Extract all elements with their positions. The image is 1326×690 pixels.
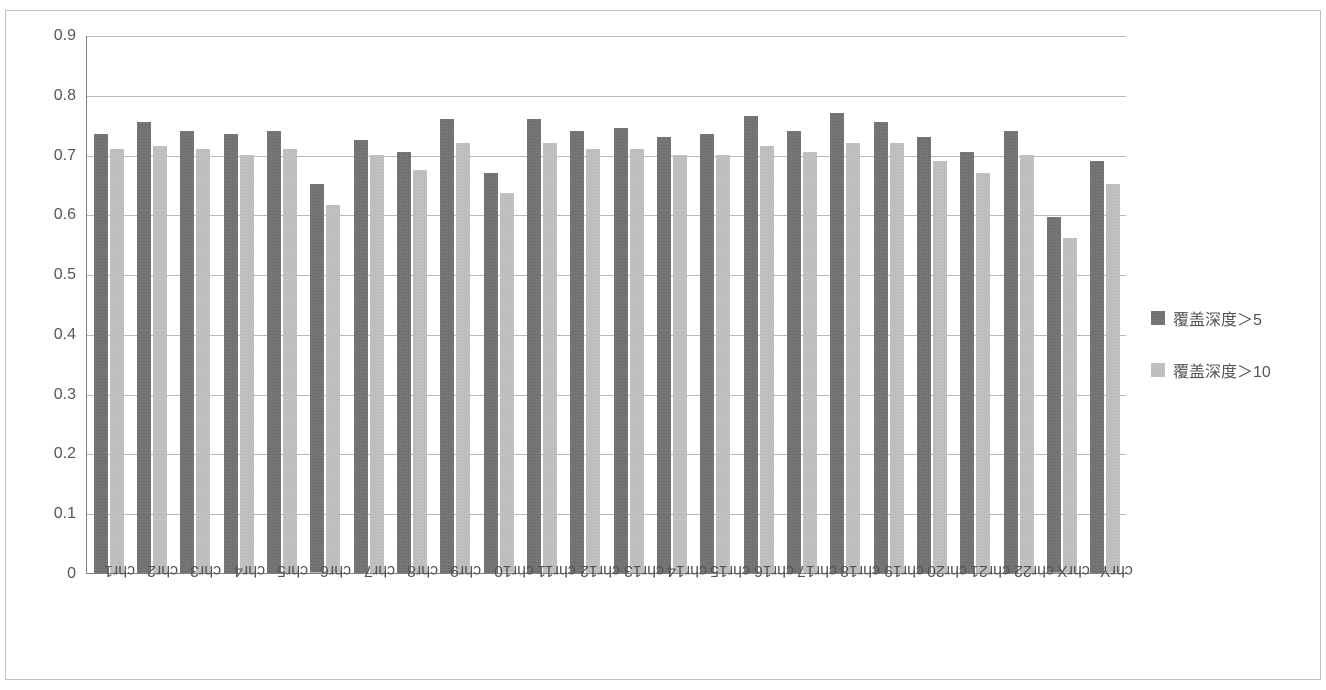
bar [500,193,514,573]
bar [1063,238,1077,573]
chart-container: 00.10.20.30.40.50.60.70.80.9 chr1chr2chr… [16,21,1136,661]
bar [413,170,427,574]
bar [456,143,470,573]
y-tick-label: 0.7 [16,147,76,165]
legend-label: 覆盖深度＞10 [1173,358,1271,382]
plot-area [86,36,1126,574]
y-tick-label: 0.4 [16,326,76,344]
bar [803,152,817,573]
bar [760,146,774,573]
bar [153,146,167,573]
bar [440,119,454,573]
bar [846,143,860,573]
bar [976,173,990,574]
bars-layer [87,36,1126,573]
bar [673,155,687,573]
bar [326,205,340,573]
bar [586,149,600,573]
bar [830,113,844,573]
y-tick-label: 0.3 [16,386,76,404]
y-tick-label: 0.2 [16,445,76,463]
bar [137,122,151,573]
bar [874,122,888,573]
y-tick-label: 0 [16,565,76,583]
legend-item-series-1: 覆盖深度＞10 [1151,358,1326,382]
bar [630,149,644,573]
legend: 覆盖深度＞5 覆盖深度＞10 [1151,306,1326,410]
y-tick-label: 0.9 [16,27,76,45]
bar [180,131,194,573]
bar [527,119,541,573]
bar [1004,131,1018,573]
bar [657,137,671,573]
y-tick-label: 0.6 [16,206,76,224]
bar [614,128,628,573]
bar [890,143,904,573]
bar [744,116,758,573]
legend-item-series-0: 覆盖深度＞5 [1151,306,1326,330]
bar [283,149,297,573]
bar [700,134,714,573]
x-axis-labels: chr1chr2chr3chr4chr5chr6chr7chr8chr9chr1… [86,581,1126,671]
bar [787,131,801,573]
bar [917,137,931,573]
bar [94,134,108,573]
bar [570,131,584,573]
chart-outer-frame: 0 0.1 0.2 0.3 0.4 0.5 0.6 0.7 0.8 0.9 chr1chr2chr… [5,10,1321,680]
bar [716,155,730,573]
bar [196,149,210,573]
bar [1020,155,1034,573]
bar [224,134,238,573]
bar [240,155,254,573]
legend-label: 覆盖深度＞5 [1173,306,1262,330]
bar [267,131,281,573]
legend-swatch-icon [1151,363,1165,377]
y-tick-label: 0.8 [16,87,76,105]
bar [397,152,411,573]
bar [110,149,124,573]
bar [1047,217,1061,573]
bar [370,155,384,573]
bar [543,143,557,573]
legend-swatch-icon [1151,311,1165,325]
bar [354,140,368,573]
bar [310,184,324,573]
bar [1090,161,1104,573]
y-tick-label: 0.5 [16,266,76,284]
bar [1106,184,1120,573]
bar [484,173,498,574]
bar [933,161,947,573]
y-tick-label: 0.1 [16,505,76,523]
bar [960,152,974,573]
